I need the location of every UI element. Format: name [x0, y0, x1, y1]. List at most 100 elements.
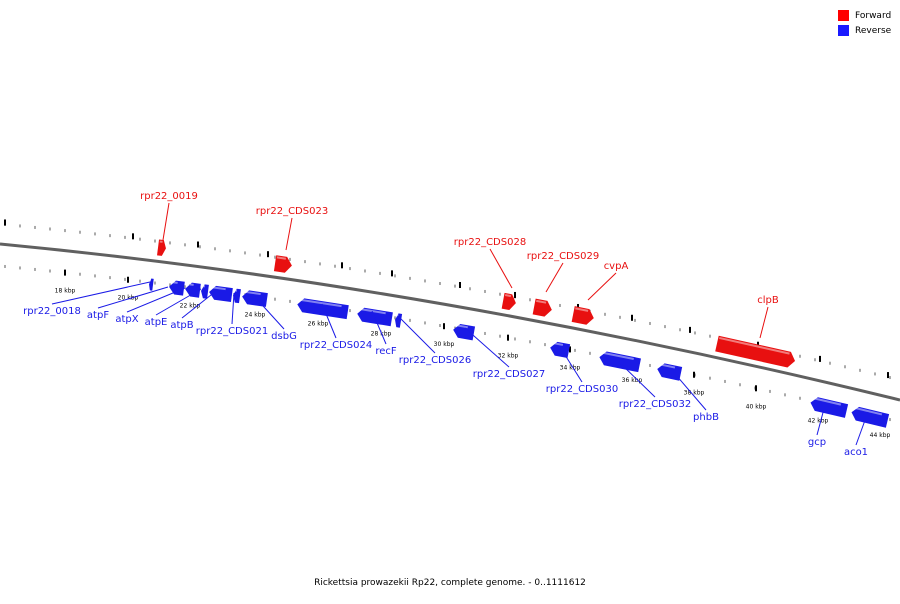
gene-arrow: [157, 239, 166, 256]
legend-forward-label: Forward: [855, 10, 892, 21]
inner-major-tick: [693, 371, 695, 378]
outer-scale-tick: [34, 225, 36, 229]
gene-rev-233[interactable]: [232, 288, 241, 304]
outer-scale-tick: [469, 287, 471, 291]
outer-scale-tick: [814, 358, 816, 362]
gene-arrow: [233, 288, 241, 304]
gene-rev-851[interactable]: [850, 405, 890, 428]
scale-tick-label: 38 kbp: [684, 390, 705, 397]
leader-line: [231, 292, 235, 325]
leader-line: [855, 411, 869, 446]
gene-rev-395[interactable]: [394, 313, 403, 328]
gene-fwd-573[interactable]: [571, 306, 596, 326]
inner-major-tick: [443, 323, 445, 330]
gene-highlight: [536, 299, 547, 304]
gene-label-rpr22-cds023: rpr22_CDS023: [256, 206, 328, 217]
inner-scale-tick: [709, 376, 711, 380]
outer-scale-tick: [529, 298, 531, 302]
outer-scale-tick: [499, 292, 501, 296]
gene-fwd-158[interactable]: [157, 239, 167, 256]
outer-scale-tick: [559, 303, 561, 307]
outer-scale-tick: [889, 376, 891, 380]
gene-rev-242[interactable]: [241, 290, 268, 307]
gene-rev-599[interactable]: [598, 350, 641, 373]
leader-line: [126, 287, 186, 313]
gene-label-aco1: aco1: [844, 447, 868, 458]
inner-major-tick: [64, 269, 66, 276]
gene-label-rpr22-cds032: rpr22_CDS032: [619, 399, 691, 410]
gene-rev-149[interactable]: [148, 278, 154, 291]
inner-major-tick: [755, 385, 757, 392]
gene-label-rpr22-0019: rpr22_0019: [140, 191, 198, 202]
gene-highlight: [601, 351, 634, 360]
leader-line: [181, 290, 217, 319]
scale-tick-label: 26 kbp: [308, 321, 329, 328]
gene-fwd-275[interactable]: [273, 255, 293, 273]
gene-highlight: [719, 336, 790, 355]
scale-tick-label: 30 kbp: [434, 341, 455, 348]
inner-scale-tick: [94, 274, 96, 278]
outer-scale-tick: [844, 365, 846, 369]
genome-backbone: [0, 242, 900, 402]
gene-rev-201[interactable]: [200, 284, 209, 299]
gene-arrow: [201, 284, 209, 299]
outer-scale-tick: [334, 264, 336, 268]
gene-arrow: [242, 290, 268, 307]
gene-arrow: [501, 292, 516, 311]
gene-rev-169[interactable]: [168, 280, 185, 296]
inner-scale-tick: [274, 297, 276, 301]
inner-scale-tick: [454, 326, 456, 330]
outer-scale-tick: [139, 237, 141, 241]
scale-tick-label: 22 kbp: [180, 302, 201, 309]
gene-rev-810[interactable]: [809, 396, 849, 418]
scale-tick-label: 20 kbp: [118, 295, 139, 302]
gene-rev-209[interactable]: [208, 285, 233, 303]
outer-scale-tick: [319, 262, 321, 266]
inner-scale-tick: [739, 383, 741, 387]
leader-line: [155, 288, 202, 316]
outer-scale-tick: [874, 372, 876, 376]
gene-arrow: [395, 313, 403, 328]
gene-highlight: [659, 363, 676, 369]
gene-label-rpr22-cds026: rpr22_CDS026: [399, 355, 471, 366]
outer-major-tick: [132, 233, 134, 240]
inner-scale-tick: [784, 393, 786, 397]
gene-fwd-534[interactable]: [532, 298, 554, 318]
outer-scale-tick: [304, 260, 306, 264]
leader-line: [617, 360, 656, 398]
genome-caption: Rickettsia prowazekii Rp22, complete gen…: [314, 578, 586, 588]
gene-arrow: [715, 335, 796, 368]
gene-arrow: [810, 397, 849, 418]
gene-rev-185[interactable]: [184, 282, 201, 298]
inner-scale-tick: [394, 316, 396, 320]
outer-scale-tick: [274, 255, 276, 259]
outer-scale-tick: [394, 274, 396, 278]
gene-label-gcp: gcp: [808, 437, 826, 448]
gene-rev-550[interactable]: [549, 341, 571, 359]
outer-major-tick: [514, 291, 516, 298]
outer-scale-tick: [79, 230, 81, 234]
outer-major-tick: [819, 355, 821, 362]
gene-highlight: [210, 286, 226, 291]
gene-fwd-503[interactable]: [501, 292, 518, 311]
gene-rev-297[interactable]: [296, 298, 349, 320]
inner-scale-tick: [424, 321, 426, 325]
gene-arrow: [571, 306, 594, 325]
gene-rev-657[interactable]: [656, 362, 683, 381]
gene-highlight: [243, 290, 261, 296]
inner-scale-tick: [19, 266, 21, 270]
inner-scale-tick: [79, 272, 81, 276]
leader-line: [587, 272, 617, 301]
outer-scale-tick: [124, 235, 126, 239]
leader-line: [545, 262, 564, 293]
inner-scale-tick: [724, 379, 726, 383]
outer-scale-tick: [649, 321, 651, 325]
outer-scale-tick: [154, 239, 156, 243]
leader-line: [397, 315, 436, 354]
inner-scale-tick: [409, 318, 411, 322]
gene-rev-453[interactable]: [452, 323, 476, 341]
scale-tick-label: 32 kbp: [498, 353, 519, 360]
gene-fwd-716[interactable]: [715, 335, 797, 369]
inner-scale-tick: [769, 389, 771, 393]
